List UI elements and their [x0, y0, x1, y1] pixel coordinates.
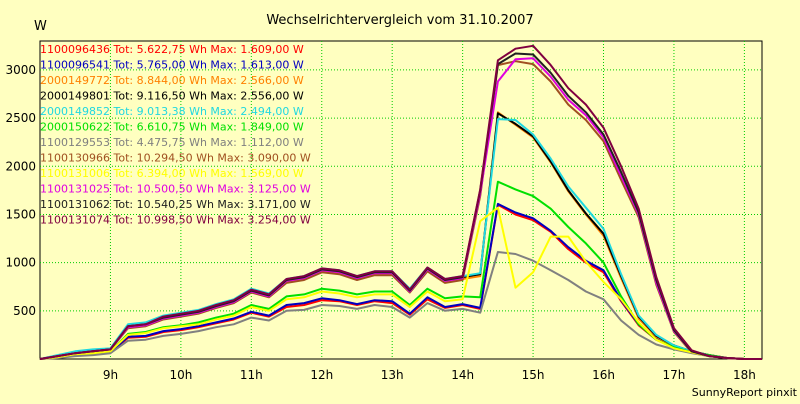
- x-tick-label: 10h: [169, 368, 192, 382]
- legend-total: Tot: 4.475,75 Wh: [110, 136, 207, 149]
- legend-entry: 1100130966 Tot: 10.294,50 Wh Max: 3.090,…: [40, 152, 311, 165]
- legend-series-name: 1100131062: [40, 198, 110, 211]
- series-line-1100131006: [39, 206, 762, 360]
- x-tick-label: 16h: [592, 368, 615, 382]
- legend-entry: 1100096541 Tot: 5.765,00 Wh Max: 1.613,0…: [40, 59, 304, 72]
- y-tick-label: 1500: [5, 207, 36, 221]
- legend-max: Max: 1.609,00 W: [207, 43, 304, 56]
- legend-series-name: 2000149852: [40, 105, 110, 118]
- legend-series-name: 2000150622: [40, 121, 110, 134]
- legend-max: Max: 1.849,00 W: [207, 121, 304, 134]
- x-tick-label: 18h: [733, 368, 756, 382]
- legend-entry: 1100131025 Tot: 10.500,50 Wh Max: 3.125,…: [40, 183, 311, 196]
- legend-total: Tot: 5.622,75 Wh: [110, 43, 207, 56]
- legend-max: Max: 2.556,00 W: [207, 90, 304, 103]
- legend-entry: 1100131074 Tot: 10.998,50 Wh Max: 3.254,…: [40, 214, 311, 227]
- legend-max: Max: 2.494,00 W: [207, 105, 304, 118]
- legend-series-name: 1100131074: [40, 214, 110, 227]
- legend-entry: 2000150622 Tot: 6.610,75 Wh Max: 1.849,0…: [40, 121, 304, 134]
- legend-entry: 1100131062 Tot: 10.540,25 Wh Max: 3.171,…: [40, 198, 311, 211]
- footer-credit: SunnyReport pinxit: [692, 386, 798, 399]
- legend-series-name: 1100129553: [40, 136, 110, 149]
- legend-series-name: 1100130966: [40, 152, 110, 165]
- legend-entry: 1100096436 Tot: 5.622,75 Wh Max: 1.609,0…: [40, 43, 304, 56]
- legend-max: Max: 1.569,00 W: [207, 167, 304, 180]
- legend-entry: 1100131006 Tot: 6.394,00 Wh Max: 1.569,0…: [40, 167, 304, 180]
- series-layer: [39, 44, 762, 360]
- legend-entry: 2000149852 Tot: 9.013,38 Wh Max: 2.494,0…: [40, 105, 304, 118]
- x-tick-label: 9h: [103, 368, 118, 382]
- legend-max: Max: 3.171,00 W: [214, 198, 311, 211]
- legend: 1100096436 Tot: 5.622,75 Wh Max: 1.609,0…: [40, 43, 311, 227]
- legend-total: Tot: 9.116,50 Wh: [110, 90, 207, 103]
- legend-max: Max: 3.254,00 W: [214, 214, 311, 227]
- legend-total: Tot: 10.540,25 Wh: [110, 198, 214, 211]
- legend-entry: 1100129553 Tot: 4.475,75 Wh Max: 1.112,0…: [40, 136, 304, 149]
- series-line-1100129553: [39, 251, 762, 360]
- legend-total: Tot: 10.500,50 Wh: [110, 183, 214, 196]
- y-tick-label: 2000: [5, 159, 36, 173]
- legend-total: Tot: 10.998,50 Wh: [110, 214, 214, 227]
- chart-title: Wechselrichtervergleich vom 31.10.2007: [266, 13, 533, 28]
- legend-total: Tot: 9.013,38 Wh: [110, 105, 207, 118]
- legend-series-name: 2000149801: [40, 90, 110, 103]
- legend-entry: 2000149801 Tot: 9.116,50 Wh Max: 2.556,0…: [40, 90, 304, 103]
- x-tick-label: 15h: [522, 368, 545, 382]
- y-tick-label: 500: [13, 304, 36, 318]
- x-tick-label: 13h: [381, 368, 404, 382]
- legend-series-name: 2000149772: [40, 74, 110, 87]
- legend-total: Tot: 8.844,00 Wh: [110, 74, 207, 87]
- y-tick-label: 2500: [5, 111, 36, 125]
- legend-max: Max: 3.090,00 W: [214, 152, 311, 165]
- legend-total: Tot: 6.394,00 Wh: [110, 167, 207, 180]
- axis-layer: 500 1000 1500 2000 2500 3000 9h 10h 11h 12h 13h 14h…: [5, 63, 755, 382]
- plot-area: [39, 40, 763, 360]
- legend-series-name: 1100131006: [40, 167, 110, 180]
- y-axis-label: W: [34, 19, 47, 34]
- legend-total: Tot: 10.294,50 Wh: [110, 152, 214, 165]
- x-tick-label: 11h: [240, 368, 263, 382]
- legend-max: Max: 3.125,00 W: [214, 183, 311, 196]
- legend-max: Max: 2.566,00 W: [207, 74, 304, 87]
- legend-max: Max: 1.613,00 W: [207, 59, 304, 72]
- y-tick-label: 1000: [5, 256, 36, 270]
- legend-total: Tot: 6.610,75 Wh: [110, 121, 207, 134]
- series-line-1100131074: [39, 44, 762, 360]
- legend-max: Max: 1.112,00 W: [207, 136, 304, 149]
- legend-entry: 2000149772 Tot: 8.844,00 Wh Max: 2.566,0…: [40, 74, 304, 87]
- y-tick-label: 3000: [5, 63, 36, 77]
- x-tick-label: 14h: [451, 368, 474, 382]
- x-tick-label: 12h: [310, 368, 333, 382]
- legend-series-name: 1100096436: [40, 43, 110, 56]
- legend-series-name: 1100096541: [40, 59, 110, 72]
- x-tick-label: 17h: [663, 368, 686, 382]
- grid-layer: [40, 41, 762, 359]
- legend-series-name: 1100131025: [40, 183, 110, 196]
- legend-total: Tot: 5.765,00 Wh: [110, 59, 207, 72]
